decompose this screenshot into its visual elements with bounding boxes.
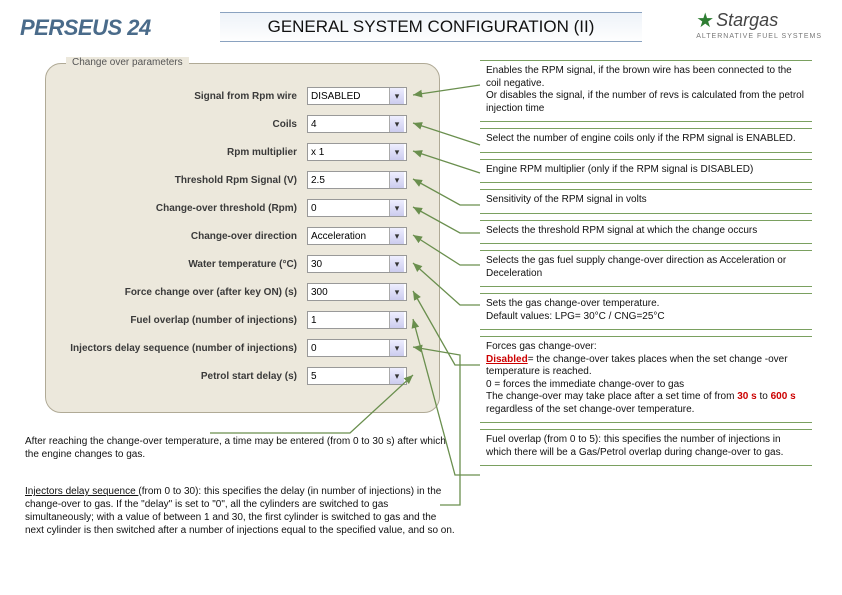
- note-head: Injectors delay sequence: [25, 486, 138, 497]
- row-force-changeover: Force change over (after key ON) (s) 300: [56, 278, 429, 306]
- label: Rpm multiplier: [56, 147, 301, 158]
- select-fuel-overlap[interactable]: 1: [307, 311, 407, 329]
- select-force-changeover[interactable]: 300: [307, 283, 407, 301]
- select-petrol-start-delay[interactable]: 5: [307, 367, 407, 385]
- label: Threshold Rpm Signal (V): [56, 175, 301, 186]
- annot-direction: Selects the gas fuel supply change-over …: [480, 250, 812, 287]
- select-rpm-multiplier[interactable]: x 1: [307, 143, 407, 161]
- label: Force change over (after key ON) (s): [56, 287, 301, 298]
- logo-name: Stargas: [716, 10, 778, 31]
- star-icon: ★: [696, 8, 714, 33]
- text: Forces gas change-over:: [486, 341, 597, 352]
- annot-signal-rpm: Enables the RPM signal, if the brown wir…: [480, 60, 812, 122]
- brand: PERSEUS 24: [20, 15, 151, 41]
- text-30s: 30 s: [737, 391, 756, 402]
- label: Change-over direction: [56, 231, 301, 242]
- row-signal-rpm-wire: Signal from Rpm wire DISABLED: [56, 82, 429, 110]
- select-value: 30: [311, 259, 322, 270]
- select-changeover-direction[interactable]: Acceleration: [307, 227, 407, 245]
- select-value: 1: [311, 315, 317, 326]
- select-value: 0: [311, 343, 317, 354]
- select-value: 0: [311, 203, 317, 214]
- select-water-temperature[interactable]: 30: [307, 255, 407, 273]
- row-water-temperature: Water temperature (°C) 30: [56, 250, 429, 278]
- annotation-column: Enables the RPM signal, if the brown wir…: [480, 60, 812, 472]
- select-changeover-threshold-rpm[interactable]: 0: [307, 199, 407, 217]
- label: Signal from Rpm wire: [56, 91, 301, 102]
- annot-temperature: Sets the gas change-over temperature. De…: [480, 293, 812, 330]
- annot-coils: Select the number of engine coils only i…: [480, 128, 812, 153]
- select-threshold-rpm-signal[interactable]: 2.5: [307, 171, 407, 189]
- select-value: 2.5: [311, 175, 325, 186]
- row-petrol-start-delay: Petrol start delay (s) 5: [56, 362, 429, 390]
- form-legend: Change over parameters: [66, 57, 189, 68]
- text: regardless of the set change-over temper…: [486, 404, 694, 415]
- label: Petrol start delay (s): [56, 371, 301, 382]
- select-signal-rpm-wire[interactable]: DISABLED: [307, 87, 407, 105]
- label: Fuel overlap (number of injections): [56, 315, 301, 326]
- row-changeover-direction: Change-over direction Acceleration: [56, 222, 429, 250]
- select-coils[interactable]: 4: [307, 115, 407, 133]
- title-bar: GENERAL SYSTEM CONFIGURATION (II): [220, 12, 642, 42]
- select-injectors-delay-sequence[interactable]: 0: [307, 339, 407, 357]
- select-value: 4: [311, 119, 317, 130]
- row-threshold-rpm-signal: Threshold Rpm Signal (V) 2.5: [56, 166, 429, 194]
- note-petrol-start-delay: After reaching the change-over temperatu…: [25, 435, 455, 461]
- annot-rpm-multiplier: Engine RPM multiplier (only if the RPM s…: [480, 159, 812, 184]
- select-value: 5: [311, 371, 317, 382]
- select-value: x 1: [311, 147, 324, 158]
- note-injectors-delay: Injectors delay sequence (from 0 to 30):…: [25, 485, 455, 537]
- form-panel: Change over parameters Signal from Rpm w…: [45, 63, 440, 413]
- row-injectors-delay-sequence: Injectors delay sequence (number of inje…: [56, 334, 429, 362]
- label: Water temperature (°C): [56, 259, 301, 270]
- text-600s: 600 s: [771, 391, 796, 402]
- row-coils: Coils 4: [56, 110, 429, 138]
- row-rpm-multiplier: Rpm multiplier x 1: [56, 138, 429, 166]
- label: Change-over threshold (Rpm): [56, 203, 301, 214]
- logo-sub: ALTERNATIVE FUEL SYSTEMS: [696, 33, 822, 40]
- select-value: DISABLED: [311, 91, 360, 102]
- logo: ★ Stargas ALTERNATIVE FUEL SYSTEMS: [696, 8, 822, 40]
- annot-sensitivity: Sensitivity of the RPM signal in volts: [480, 189, 812, 214]
- form-rows: Signal from Rpm wire DISABLED Coils 4 Rp…: [46, 64, 439, 400]
- text: to: [757, 391, 771, 402]
- select-value: Acceleration: [311, 231, 366, 242]
- label: Injectors delay sequence (number of inje…: [56, 343, 301, 354]
- row-changeover-threshold-rpm: Change-over threshold (Rpm) 0: [56, 194, 429, 222]
- text-disabled: Disabled: [486, 354, 528, 365]
- select-value: 300: [311, 287, 328, 298]
- page-title: GENERAL SYSTEM CONFIGURATION (II): [268, 17, 595, 37]
- annot-threshold: Selects the threshold RPM signal at whic…: [480, 220, 812, 245]
- annot-fuel-overlap: Fuel overlap (from 0 to 5): this specifi…: [480, 429, 812, 466]
- row-fuel-overlap: Fuel overlap (number of injections) 1: [56, 306, 429, 334]
- annot-force-changeover: Forces gas change-over: Disabled= the ch…: [480, 336, 812, 423]
- label: Coils: [56, 119, 301, 130]
